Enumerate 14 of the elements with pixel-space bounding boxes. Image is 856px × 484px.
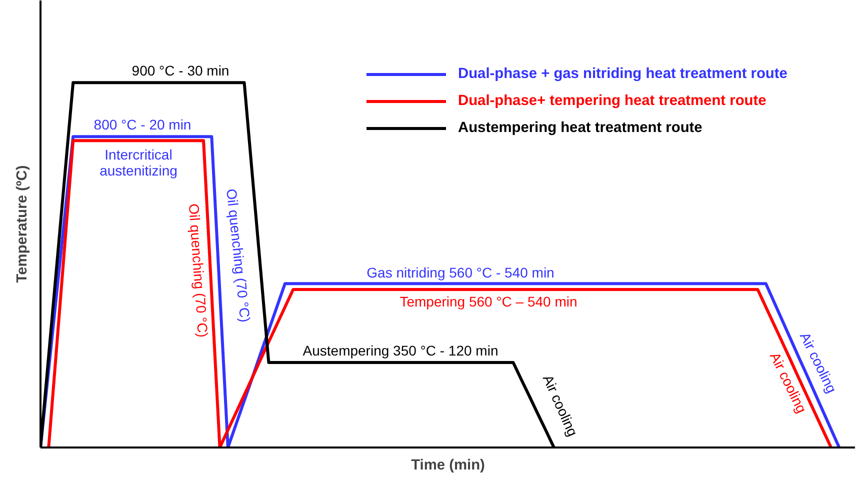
annotation: Oil quenching (70 °C) xyxy=(186,203,212,338)
annotation: Gas nitriding 560 °C - 540 min xyxy=(366,264,554,280)
annotation: Tempering 560 °C – 540 min xyxy=(400,294,578,310)
x-axis-title: Time (min) xyxy=(411,458,486,474)
text: Dual-phase+ tempering heat treatment route xyxy=(458,92,766,111)
annotation: Intercritical austenitizing xyxy=(100,146,178,178)
text: 900 °C - 30 min xyxy=(132,62,230,78)
text: Dual-phase + gas nitriding heat treatment route xyxy=(458,65,788,84)
annotation: Austempering 350 °C - 120 min xyxy=(302,342,498,358)
annotation: 800 °C - 20 min xyxy=(94,116,192,132)
annotation: Air cooling xyxy=(540,372,582,439)
y-axis-title: Temperature (ºC) xyxy=(14,165,30,283)
annotation: Oil quenching (70 °C) xyxy=(224,188,254,323)
text: Austempering heat treatment route xyxy=(458,119,702,138)
